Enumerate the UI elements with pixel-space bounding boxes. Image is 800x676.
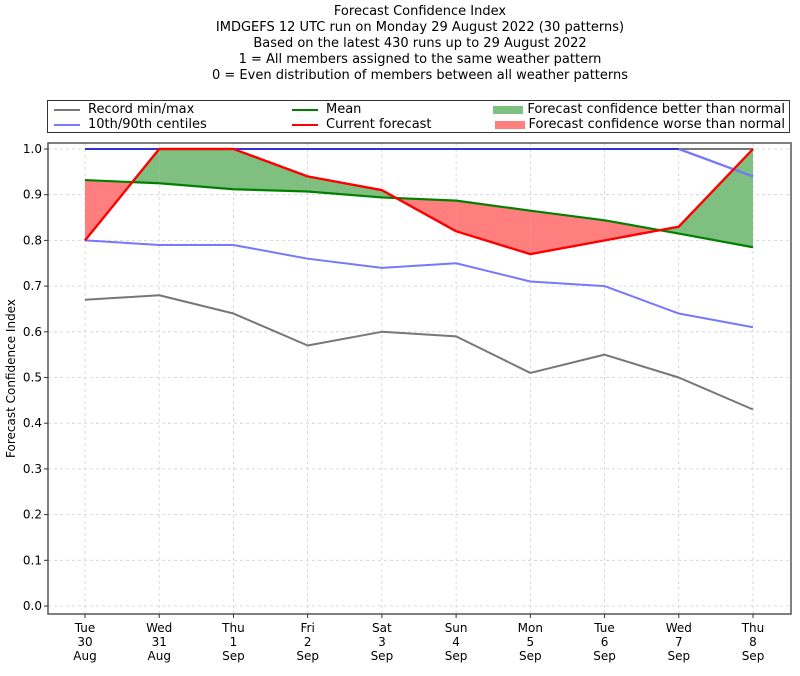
legend-item-mean: Mean [292,102,361,117]
x-tick-label: Tue [74,621,96,635]
y-tick-label: 0.0 [23,599,42,613]
y-tick-label: 0.5 [23,371,42,385]
x-tick-label: Thu [741,621,765,635]
fill-worse-than-normal [456,200,531,255]
legend-item-worse: Forecast confidence worse than normal [494,117,786,132]
x-tick-label: Wed [666,621,692,635]
legend-item-current: Current forecast [292,117,432,132]
legend-label-better: Forecast confidence better than normal [527,102,785,117]
x-tick-label: 30 [77,635,92,649]
title-line-1: Forecast Confidence Index [333,4,507,19]
x-tick-label: 7 [675,635,683,649]
x-tick-label: 3 [378,635,386,649]
legend-item-better: Forecast confidence better than normal [493,102,785,117]
y-tick-label: 0.2 [23,508,42,522]
x-tick-label: Wed [146,621,172,635]
series-lines [84,147,754,411]
x-tick-label: Fri [301,621,315,635]
legend-swatch-mean [292,108,318,111]
y-tick-label: 1.0 [23,142,42,156]
legend-label-current: Current forecast [326,117,432,132]
series-line-current-forecast-top [84,147,754,256]
y-tick-label: 0.4 [23,416,42,430]
legend-label-record: Record min/max [88,102,195,117]
fill-better-than-normal [159,149,234,190]
x-tick-label: Sep [742,649,765,663]
series-line-mean [84,178,754,249]
fill-better-than-normal [233,149,308,192]
x-tick-label: Sep [222,649,245,663]
legend-swatch-current [292,123,318,126]
y-tick-label: 0.7 [23,279,42,293]
x-tick-label: Mon [518,621,543,635]
legend-swatch-better [493,105,524,114]
y-tick-label: 0.8 [23,233,42,247]
fill-better-than-normal [678,149,753,248]
x-tick-label: 2 [304,635,312,649]
legend-label-centiles: 10th/90th centiles [88,117,207,132]
series-line-10th-centile [84,239,754,329]
y-tick-label: 0.6 [23,325,42,339]
x-tick-label: 5 [527,635,535,649]
legend-swatch-worse [494,120,525,129]
x-tick-label: Sat [372,621,392,635]
legend-swatch-record [54,108,80,111]
x-tick-label: Sep [667,649,690,663]
x-tick-label: 8 [749,635,757,649]
title-line-3: Based on the latest 430 runs up to 29 Au… [253,36,587,51]
confidence-fills [85,149,753,255]
x-tick-label: 4 [452,635,460,649]
x-tick-label: Aug [73,649,96,663]
fill-worse-than-normal [604,220,660,241]
x-tick-label: Sep [519,649,542,663]
x-tick-label: Sep [445,649,468,663]
legend-item-record: Record min/max [54,102,194,117]
series-line-record-min [84,294,754,411]
plot-frame [47,142,792,615]
y-axis: 0.0 0.1 0.2 0.3 0.4 0.5 0.6 0.7 0.8 0.9 1.0 [23,142,48,613]
series-segment-90th-centile [678,148,754,178]
x-axis: Tue30AugWed31AugThu1SepFri2SepSat3SepSun… [73,614,764,663]
x-tick-label: Sep [296,649,319,663]
legend-swatch-centiles [54,123,80,126]
title-line-2: IMDGEFS 12 UTC run on Monday 29 August 2… [215,20,625,35]
x-tick-label: Aug [148,649,171,663]
x-tick-label: Sun [445,621,468,635]
title-line-4: 1 = All members assigned to the same wea… [238,52,602,67]
y-axis-label: Forecast Confidence Index [4,299,18,458]
chart-title: Forecast Confidence Index IMDGEFS 12 UTC… [0,4,800,84]
x-tick-label: Tue [593,621,615,635]
legend-label-worse: Forecast confidence worse than normal [528,117,786,132]
title-line-5: 0 = Even distribution of members between… [211,68,629,83]
x-tick-label: Sep [371,649,394,663]
legend-label-mean: Mean [326,102,362,117]
x-tick-label: 31 [152,635,167,649]
y-tick-label: 0.1 [23,553,42,567]
y-tick-label: 0.3 [23,462,42,476]
legend: Record min/max 10th/90th centiles Mean C… [47,100,790,133]
x-tick-label: 1 [230,635,238,649]
x-tick-label: Thu [221,621,245,635]
y-tick-label: 0.9 [23,188,42,202]
x-tick-label: 6 [601,635,609,649]
x-tick-label: Sep [593,649,616,663]
legend-item-centiles: 10th/90th centiles [54,117,207,132]
